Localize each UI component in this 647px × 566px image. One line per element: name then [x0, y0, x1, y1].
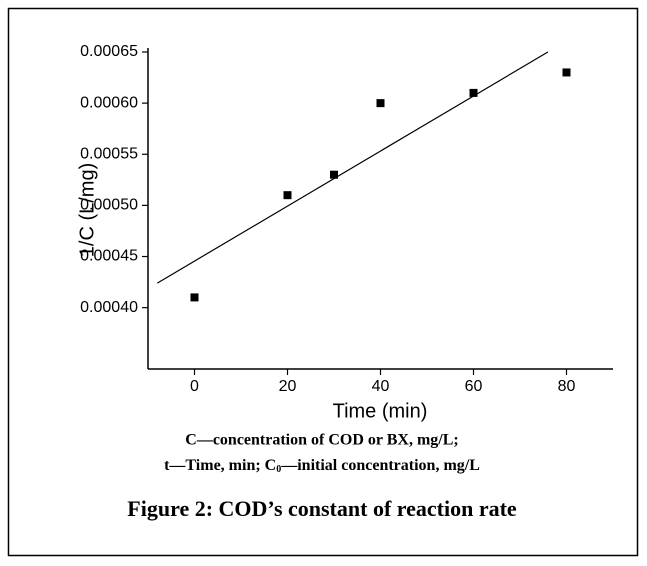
caption-line: t—Time, min; C0—initial concentration, m…	[164, 457, 480, 476]
point	[283, 191, 292, 200]
y-tick-label: 0.00060	[80, 94, 138, 111]
caption-subscript: 0	[276, 464, 281, 475]
x-tick-label: 0	[190, 378, 199, 395]
x-axis-label: Time (min)	[333, 400, 428, 422]
point	[376, 99, 385, 108]
x-tick-label: 20	[279, 378, 297, 395]
point	[190, 293, 199, 302]
x-tick-label: 80	[558, 378, 576, 395]
y-tick-label: 0.00040	[80, 299, 138, 316]
fit-line	[156, 51, 549, 284]
frame	[7, 7, 639, 557]
y-tick-label: 0.00045	[80, 248, 138, 265]
y-tick-label: 0.00050	[80, 197, 138, 214]
caption-line: C—concentration of COD or BX, mg/L;	[185, 432, 458, 449]
x-tick-label: 60	[465, 378, 483, 395]
figure-caption: Figure 2: COD’s constant of reaction rat…	[127, 496, 517, 521]
caption-text: —initial concentration, mg/L	[280, 457, 480, 474]
y-axis-label: 1/C (L/mg)	[76, 163, 98, 257]
y-tick-label: 0.00065	[80, 43, 138, 60]
x-tick-label: 40	[372, 378, 390, 395]
caption-text: t—Time, min; C	[164, 457, 276, 474]
point	[469, 88, 478, 97]
point	[562, 68, 571, 77]
y-tick-label: 0.00055	[80, 145, 138, 162]
point	[330, 170, 338, 179]
